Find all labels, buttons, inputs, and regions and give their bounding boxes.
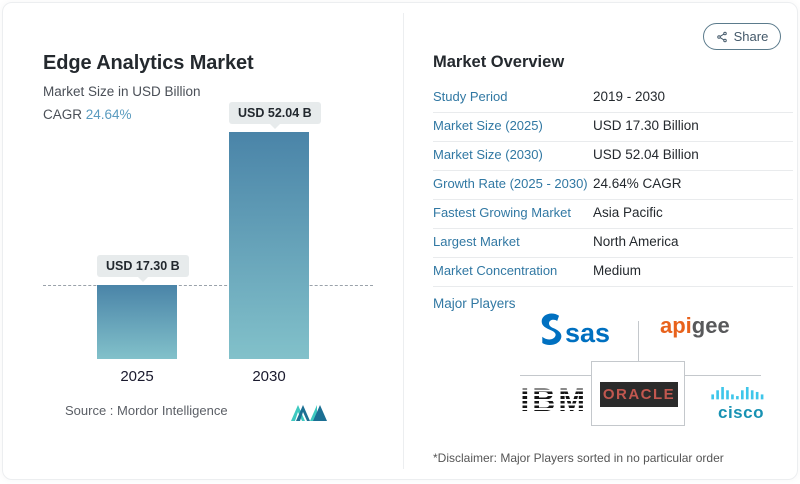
svg-text:apigee: apigee [660,313,730,338]
svg-text:sas: sas [565,318,610,348]
